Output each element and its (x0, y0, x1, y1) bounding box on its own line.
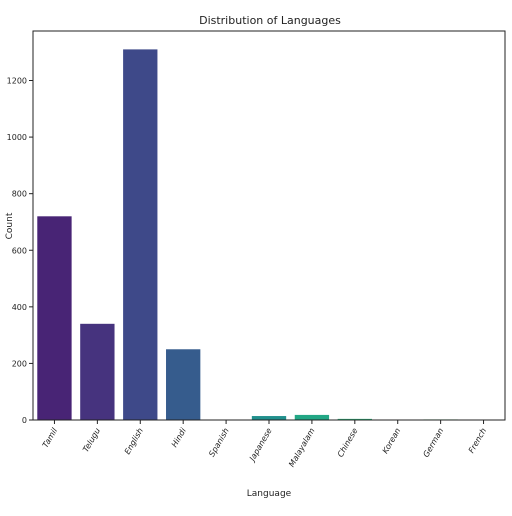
x-axis: Tamil Telugu English Hindi Spanish Japanese Ma… (41, 420, 488, 469)
x-tick-label-french: French (467, 426, 488, 454)
y-tick-label: 1200 (7, 77, 27, 86)
bar-malayalam (295, 415, 329, 420)
x-tick-label-german: German (421, 427, 445, 459)
x-tick-label-malayalam: Malayalam (287, 426, 317, 468)
y-tick-label: 600 (12, 246, 27, 255)
y-tick-label: 0 (22, 416, 27, 425)
bar-japanese (252, 416, 286, 420)
bar-hindi (166, 349, 200, 420)
bars-layer (37, 49, 500, 420)
chart-title: Distribution of Languages (199, 14, 341, 27)
y-tick-label: 400 (12, 303, 27, 312)
x-axis-label: Language (247, 489, 292, 499)
x-tick-label-chinese: Chinese (336, 426, 360, 458)
x-tick-label-telugu: Telugu (81, 427, 102, 454)
x-tick-label-tamil: Tamil (41, 426, 60, 450)
bar-telugu (80, 324, 114, 420)
bar-english (123, 49, 157, 420)
bar-tamil (37, 216, 71, 420)
y-tick-label: 200 (12, 359, 27, 368)
x-tick-label-hindi: Hindi (170, 426, 188, 449)
x-tick-label-korean: Korean (381, 427, 403, 456)
y-tick-label: 1000 (7, 133, 27, 142)
x-tick-label-spanish: Spanish (207, 427, 231, 459)
x-tick-label-japanese: Japanese (247, 426, 274, 464)
y-axis-label: Count (5, 212, 15, 239)
y-tick-label: 800 (12, 190, 27, 199)
x-tick-label-english: English (123, 427, 145, 457)
y-axis: 0 200 400 600 800 1000 1200 (7, 77, 33, 425)
